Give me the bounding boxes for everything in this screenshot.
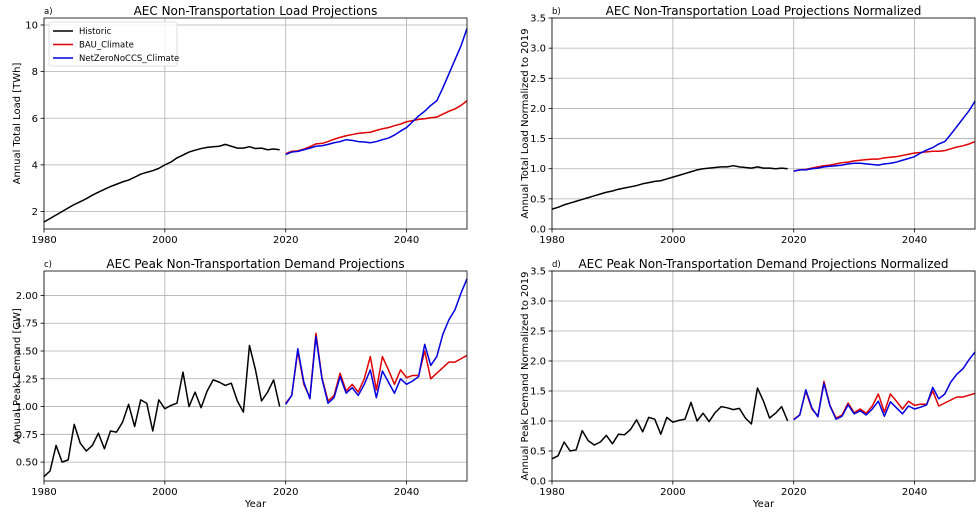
chart-panel-3: 1980 2000 2020 2040 0.50 0.75 1.00 1.25 1.50 1.75… bbox=[12, 257, 468, 510]
y-tick-label: 3.0 bbox=[530, 297, 546, 308]
y-tick-label: 10 bbox=[25, 20, 38, 31]
y-tick-label: 1.5 bbox=[530, 134, 546, 145]
series-line-NetZeroNoCCS_Climate bbox=[285, 28, 468, 156]
x-tick-label: 2040 bbox=[902, 235, 927, 246]
legend: Historic BAU_Climate NetZeroNoCCS_Climate bbox=[48, 21, 179, 67]
x-tick-label: 2000 bbox=[152, 235, 177, 246]
y-axis-label: Annual Peak Demand [GW] bbox=[12, 308, 23, 444]
chart-panel-1: 1980 2000 2020 2040 2 4 6 8 10 AEC Non-Transporta… bbox=[12, 4, 468, 246]
axes-frame bbox=[43, 270, 468, 482]
series-line-BAU_Climate bbox=[793, 380, 976, 420]
axes-frame bbox=[43, 17, 468, 230]
legend-label: NetZeroNoCCS_Climate bbox=[79, 54, 179, 64]
plot-area bbox=[552, 18, 975, 229]
chart-panel-2: 1980 2000 2020 2040 0.0 0.5 1.0 1.5 2.0 2.5 3.0 3.5… bbox=[520, 4, 976, 246]
panel-label: a) bbox=[44, 7, 53, 17]
y-axis-label: Annual Total Load [TWh] bbox=[12, 63, 23, 185]
chart-title: AEC Peak Non-Transportation Demand Proje… bbox=[578, 257, 948, 271]
y-tick-label: 3.5 bbox=[530, 267, 546, 278]
panel-label: d) bbox=[552, 260, 561, 270]
y-tick-label: 1.25 bbox=[16, 374, 38, 385]
y-axis-label: Annual Total Load Normalized to 2019 bbox=[520, 28, 531, 218]
legend-label: Historic bbox=[79, 27, 112, 37]
x-tick-label: 2000 bbox=[152, 487, 177, 498]
chart-title: AEC Peak Non-Transportation Demand Proje… bbox=[106, 257, 404, 271]
y-tick-label: 1.0 bbox=[530, 164, 546, 175]
y-tick-label: 8 bbox=[32, 67, 38, 78]
y-tick-label: 2.5 bbox=[530, 74, 546, 85]
y-tick-label: 1.75 bbox=[16, 319, 38, 330]
y-tick-label: 0.75 bbox=[16, 430, 38, 441]
x-tick-label: 1980 bbox=[31, 235, 56, 246]
x-tick-label: 2020 bbox=[273, 235, 298, 246]
y-tick-label: 2.0 bbox=[530, 357, 546, 368]
chart-panel-4: 1980 2000 2020 2040 0.0 0.5 1.0 1.5 2.0 2.5 3.0 3.5… bbox=[520, 257, 976, 510]
legend-box bbox=[48, 21, 178, 67]
x-tick-label: 2040 bbox=[394, 235, 419, 246]
series-line-NetZeroNoCCS_Climate bbox=[793, 351, 976, 421]
series-line-Historic bbox=[43, 344, 281, 478]
y-tick-label: 4 bbox=[32, 160, 38, 171]
axes-frame bbox=[551, 17, 976, 230]
axes-frame bbox=[551, 270, 976, 482]
y-tick-label: 1.0 bbox=[530, 417, 546, 428]
series-line-BAU_Climate bbox=[285, 332, 468, 404]
series-line-NetZeroNoCCS_Climate bbox=[793, 100, 976, 172]
y-tick-label: 0.5 bbox=[530, 194, 546, 205]
series-line-Historic bbox=[43, 143, 280, 223]
y-tick-label: 6 bbox=[32, 114, 38, 125]
x-tick-label: 2040 bbox=[902, 487, 927, 498]
y-tick-label: 2.5 bbox=[530, 327, 546, 338]
panel-label: b) bbox=[552, 7, 561, 17]
plot-area bbox=[552, 271, 975, 481]
x-tick-label: 2020 bbox=[781, 235, 806, 246]
x-axis-label: Year bbox=[244, 499, 267, 510]
x-tick-label: 2040 bbox=[394, 487, 419, 498]
legend-label: BAU_Climate bbox=[79, 41, 134, 51]
x-tick-label: 1980 bbox=[539, 487, 564, 498]
series-line-BAU_Climate bbox=[793, 140, 976, 172]
series-line-BAU_Climate bbox=[285, 100, 468, 155]
y-tick-label: 2.00 bbox=[16, 291, 38, 302]
x-tick-label: 1980 bbox=[31, 487, 56, 498]
y-tick-label: 0.5 bbox=[530, 447, 546, 458]
x-tick-label: 2020 bbox=[273, 487, 298, 498]
y-axis-label: Annual Peak Demand Normalized to 2019 bbox=[520, 271, 531, 480]
y-tick-label: 1.50 bbox=[16, 347, 38, 358]
x-tick-label: 2020 bbox=[781, 487, 806, 498]
chart-title: AEC Non-Transportation Load Projections … bbox=[606, 4, 922, 18]
y-tick-label: 2.0 bbox=[530, 104, 546, 115]
x-axis-label: Year bbox=[752, 499, 775, 510]
y-tick-label: 0.0 bbox=[530, 225, 546, 236]
y-tick-label: 1.5 bbox=[530, 387, 546, 398]
series-line-Historic bbox=[551, 164, 788, 210]
series-line-NetZeroNoCCS_Climate bbox=[285, 278, 468, 405]
y-tick-label: 0.0 bbox=[530, 477, 546, 488]
y-tick-label: 2 bbox=[32, 207, 38, 218]
series-line-Historic bbox=[551, 387, 789, 460]
y-tick-label: 1.00 bbox=[16, 402, 38, 413]
y-tick-label: 3.0 bbox=[530, 44, 546, 55]
x-tick-label: 1980 bbox=[539, 235, 564, 246]
x-tick-label: 2000 bbox=[660, 235, 685, 246]
x-tick-label: 2000 bbox=[660, 487, 685, 498]
chart-title: AEC Non-Transportation Load Projections bbox=[134, 4, 378, 18]
panel-label: c) bbox=[44, 260, 52, 270]
plot-area bbox=[44, 271, 467, 481]
y-tick-label: 3.5 bbox=[530, 14, 546, 25]
y-tick-label: 0.50 bbox=[16, 458, 38, 469]
